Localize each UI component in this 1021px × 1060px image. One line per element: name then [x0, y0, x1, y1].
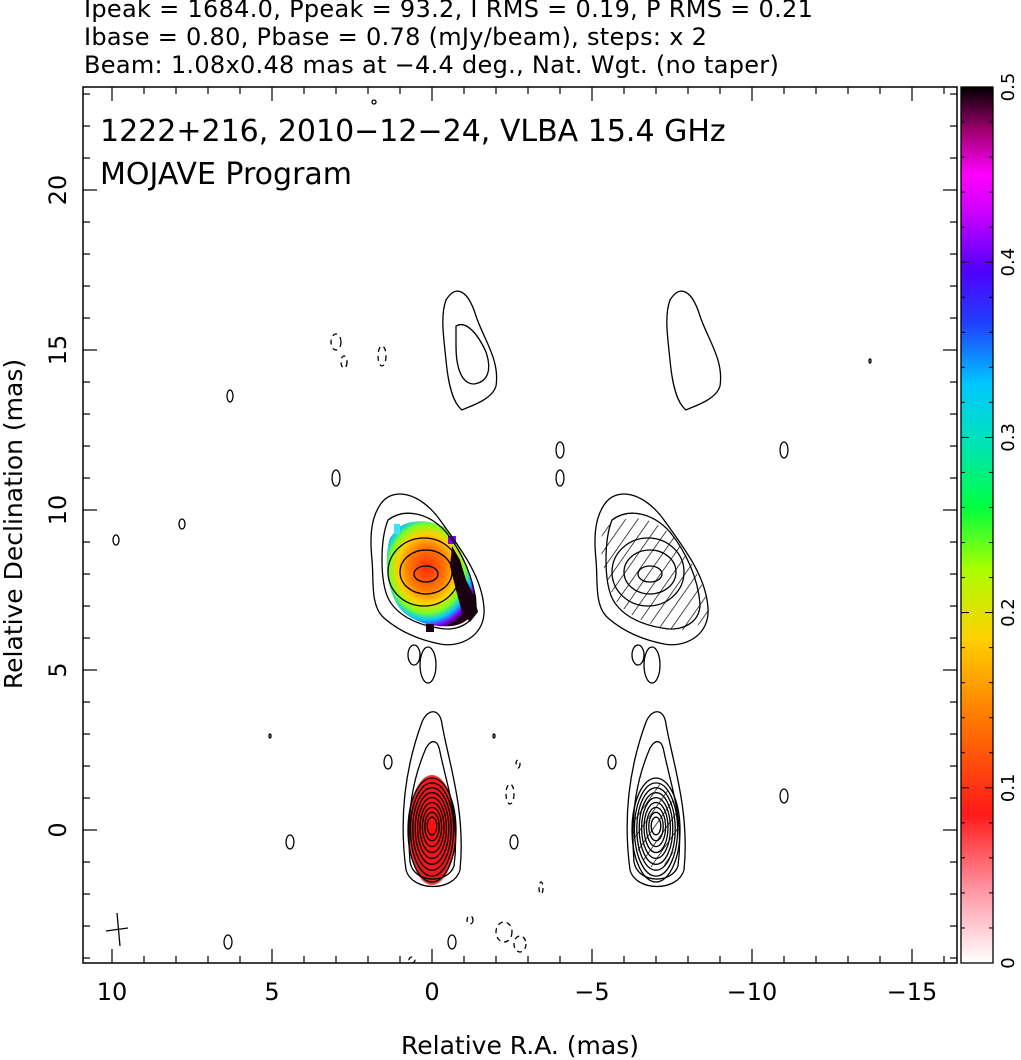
y-tick-label: 10 [44, 495, 72, 526]
x-axis-label: Relative R.A. (mas) [401, 1031, 639, 1060]
core-contour-i [414, 792, 450, 865]
knot-edge-dark [450, 546, 478, 622]
header-line-1: Ipeak = 1684.0, Ppeak = 93.2, I RMS = 0.… [84, 0, 814, 23]
knot-contour-outer-i [370, 493, 485, 646]
header-line-3: Beam: 1.08x0.48 mas at −4.4 deg., Nat. W… [84, 51, 780, 79]
noise-contour [371, 99, 377, 105]
y-tick-label: 20 [44, 175, 72, 206]
knot-contour-small-i [407, 644, 421, 666]
beam-marker [105, 912, 129, 947]
colorbar-tick-label: 0.1 [998, 773, 1019, 802]
noise-contour [331, 469, 341, 487]
noise-contour [492, 733, 496, 739]
header-line-2: Ibase = 0.80, Pbase = 0.78 (mJy/beam), s… [84, 23, 708, 51]
noise-contour [868, 358, 872, 364]
negative-contour [340, 355, 348, 369]
negative-contour [538, 881, 544, 895]
noise-contour [555, 469, 565, 487]
core-contour-i [407, 777, 457, 883]
plot-title-line-2: MOJAVE Program [100, 157, 352, 192]
core-contour-outer-i [402, 711, 462, 888]
tick-labels: 10 5 0 −5 −10 −15 0 5 10 15 20 [44, 175, 937, 1006]
x-tick-label: 10 [97, 978, 128, 1006]
noise-contour [447, 934, 457, 950]
y-tick-label: 5 [44, 662, 72, 677]
noise-contour [223, 934, 233, 950]
core-contour-i [412, 787, 452, 871]
colorbar-labels: 0 0.1 0.2 0.3 0.4 0.5 [998, 73, 1019, 969]
knot-color-image [386, 521, 477, 627]
pol-hatch-core [634, 784, 678, 868]
knot-pixel-2 [394, 524, 400, 534]
noise-contour [178, 518, 186, 530]
x-tick-label: 5 [264, 978, 279, 1006]
core-contour-outer-p [626, 711, 686, 888]
x-tick-label: 0 [424, 978, 439, 1006]
core-contour-2-p [632, 741, 681, 880]
x-tick-label: −15 [887, 978, 938, 1006]
negative-contour [377, 345, 387, 367]
core-contour-i [424, 811, 440, 842]
colorbar-ticks [961, 86, 993, 964]
noise-contour [779, 441, 789, 459]
y-axis-label: Relative Declination (mas) [0, 359, 28, 689]
knot-contour-2-i [381, 512, 477, 630]
knot-contour-3-i [387, 537, 461, 607]
core-contour-i [426, 816, 438, 836]
knot-contour-outer-p [594, 493, 709, 646]
plot-title-line-1: 1222+216, 2010−12−24, VLBA 15.4 GHz [100, 114, 726, 149]
colorbar-tick-label: 0.3 [998, 423, 1019, 452]
noise-contour [383, 754, 393, 770]
negative-contour [513, 935, 527, 953]
contour-layer [112, 99, 872, 963]
colorbar-tick-label: 0.5 [998, 73, 1019, 102]
pol-hatch-knot [601, 518, 708, 631]
plot-frame [82, 86, 958, 964]
axis-ticks [83, 87, 957, 963]
core-contour-i [416, 796, 448, 860]
colorbar-tick-label: 0.4 [998, 248, 1019, 277]
noise-contour [112, 534, 120, 546]
knot-contour-5-i [413, 565, 439, 583]
y-tick-label: 0 [44, 822, 72, 837]
core-contour-2-i [408, 741, 457, 880]
x-tick-label: −10 [727, 978, 778, 1006]
knot-pixel-1 [426, 624, 434, 632]
outer-contour-inner-i [455, 324, 490, 385]
noise-contour [607, 754, 617, 770]
core-contour-i [409, 782, 455, 877]
noise-contour [226, 389, 234, 403]
colorbar [960, 86, 994, 964]
y-tick-label: 15 [44, 335, 72, 366]
noise-contour [555, 441, 565, 459]
colorbar-tick-label: 0.2 [998, 598, 1019, 627]
knot-contour-small-p [631, 644, 645, 666]
negative-contour [505, 783, 515, 805]
outer-contour-p [666, 290, 722, 411]
outer-contour-i [442, 290, 498, 411]
core-contour-p [631, 777, 681, 883]
colorbar-tick-label: 0 [998, 957, 1019, 968]
noise-contour [285, 834, 295, 850]
core-contour-i [421, 806, 443, 848]
core-contour-i [419, 801, 445, 854]
x-tick-label: −5 [574, 978, 609, 1006]
negative-contour [515, 759, 521, 769]
negative-contour [330, 333, 342, 351]
negative-contour [408, 956, 416, 963]
knot-contour-small-2-i [419, 646, 437, 684]
knot-contour-small-2-p [643, 646, 661, 684]
knot-contour-4-i [399, 549, 453, 595]
negative-contour [495, 921, 513, 943]
noise-contour [509, 834, 519, 850]
negative-contour [466, 915, 474, 925]
noise-contour [779, 788, 789, 804]
noise-contour [268, 733, 272, 739]
